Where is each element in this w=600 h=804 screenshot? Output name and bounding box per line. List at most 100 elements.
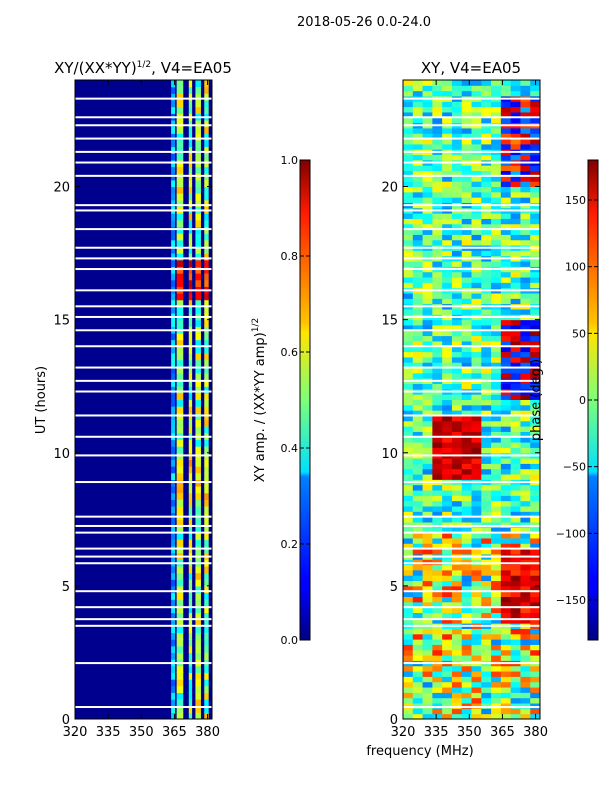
phase-heatmap-cell	[471, 223, 482, 230]
figure-suptitle: 2018-05-26 0.0-24.0	[297, 15, 431, 30]
phase-heatmap-cell	[491, 410, 502, 416]
phase-heatmap-cell	[510, 676, 521, 683]
phase-heatmap-cell	[530, 681, 540, 688]
phase-heatmap-cell	[461, 234, 472, 241]
phase-heatmap-cell	[432, 420, 443, 427]
phase-heatmap-cell	[530, 580, 540, 587]
phase-heatmap-cell	[403, 633, 414, 640]
phase-heatmap-cell	[491, 394, 502, 400]
phase-heatmap-cell	[481, 80, 492, 86]
phase-heatmap-cell	[530, 101, 540, 108]
amplitude-x-tick-label: 320	[63, 725, 88, 740]
phase-heatmap-cell	[481, 617, 492, 624]
phase-heatmap-cell	[451, 516, 463, 523]
phase-heatmap-cell	[412, 569, 424, 576]
amplitude-heatmap-cell	[195, 492, 201, 500]
amplitude-heatmap-cell	[171, 699, 176, 707]
phase-heatmap-cell	[432, 308, 443, 315]
amplitude-heatmap-cell	[176, 506, 184, 514]
amplitude-heatmap-cell	[176, 219, 184, 228]
phase-heatmap-cell	[500, 607, 512, 613]
phase-heatmap-cell	[510, 340, 521, 347]
amplitude-heatmap-cell	[195, 239, 201, 248]
phase-heatmap-cell	[442, 569, 453, 576]
amplitude-heatmap-cell	[188, 532, 193, 540]
phase-heatmap-cell	[432, 293, 443, 299]
amplitude-heatmap-cell	[188, 406, 193, 414]
phase-heatmap-cell	[500, 564, 512, 571]
phase-heatmap-cell	[510, 543, 521, 550]
phase-heatmap-cell	[491, 458, 502, 464]
phase-heatmap-cell	[471, 681, 482, 688]
phase-heatmap-cell	[432, 569, 443, 576]
amplitude-heatmap-cell	[176, 419, 184, 427]
phase-heatmap-cell	[471, 351, 482, 358]
amplitude-heatmap-cell	[204, 93, 209, 101]
phase-heatmap-cell	[510, 655, 521, 661]
amplitude-y-tick-label: 5	[62, 580, 70, 595]
phase-heatmap-cell	[481, 154, 492, 161]
phase-x-tick-label: 335	[424, 725, 449, 740]
phase-heatmap-cell	[451, 665, 463, 672]
phase-heatmap-cell	[461, 468, 472, 475]
amplitude-heatmap-cell	[188, 352, 193, 361]
phase-heatmap-cell	[491, 319, 502, 326]
phase-heatmap-cell	[432, 500, 443, 507]
amplitude-heatmap-cell	[204, 572, 209, 580]
phase-heatmap-cell	[442, 415, 453, 422]
phase-heatmap-cell	[442, 410, 453, 416]
phase-heatmap-cell	[530, 271, 540, 278]
phase-heatmap-cell	[442, 596, 453, 603]
phase-heatmap-cell	[412, 308, 424, 315]
phase-heatmap-cell	[520, 591, 531, 598]
amplitude-heatmap-cell	[188, 632, 193, 640]
phase-heatmap-cell	[481, 468, 492, 475]
phase-heatmap-cell	[442, 218, 453, 225]
phase-heatmap-cell	[471, 410, 482, 416]
phase-heatmap-cell	[403, 111, 414, 118]
phase-heatmap-cell	[403, 527, 414, 534]
phase-heatmap-cell	[491, 474, 502, 480]
phase-heatmap-cell	[481, 165, 492, 172]
phase-heatmap-cell	[510, 612, 521, 619]
amplitude-colorbar-gradient	[299, 159, 311, 641]
amplitude-x-tick-label: 335	[96, 725, 121, 740]
phase-heatmap-cell	[422, 197, 433, 203]
phase-heatmap-cell	[530, 617, 540, 624]
amplitude-heatmap-cell	[188, 486, 193, 494]
phase-heatmap-cell	[422, 564, 433, 571]
phase-flagged-row	[403, 329, 540, 332]
phase-heatmap-cell	[510, 601, 521, 608]
phase-heatmap-cell	[491, 239, 502, 246]
phase-heatmap-cell	[530, 591, 540, 598]
phase-flagged-row	[403, 345, 540, 348]
phase-heatmap-cell	[422, 106, 433, 113]
phase-heatmap-cell	[500, 649, 512, 656]
amplitude-heatmap-cell	[204, 652, 209, 660]
phase-heatmap-cell	[442, 362, 453, 369]
amplitude-heatmap-cell	[171, 386, 176, 394]
amplitude-heatmap-cell	[176, 306, 184, 314]
phase-heatmap-cell	[442, 143, 453, 150]
phase-heatmap-cell	[510, 559, 521, 566]
phase-heatmap-cell	[491, 676, 502, 683]
phase-heatmap-cell	[510, 575, 521, 582]
phase-heatmap-cell	[403, 580, 414, 587]
phase-heatmap-cell	[520, 362, 531, 369]
phase-heatmap-cell	[451, 506, 463, 512]
amplitude-heatmap-cell	[171, 372, 176, 381]
phase-heatmap-cell	[461, 458, 472, 464]
phase-heatmap-cell	[412, 431, 424, 438]
phase-heatmap-cell	[412, 676, 424, 683]
amplitude-heatmap-cell	[188, 319, 193, 327]
amplitude-flagged-row	[75, 706, 212, 709]
phase-heatmap-cell	[500, 681, 512, 688]
amplitude-heatmap-cell	[195, 579, 201, 587]
phase-heatmap-cell	[422, 580, 433, 587]
phase-heatmap-cell	[491, 484, 502, 491]
phase-heatmap-cell	[451, 548, 463, 555]
phase-heatmap-cell	[500, 127, 512, 134]
amplitude-heatmap-cell	[204, 339, 209, 347]
phase-heatmap-cell	[432, 607, 443, 613]
